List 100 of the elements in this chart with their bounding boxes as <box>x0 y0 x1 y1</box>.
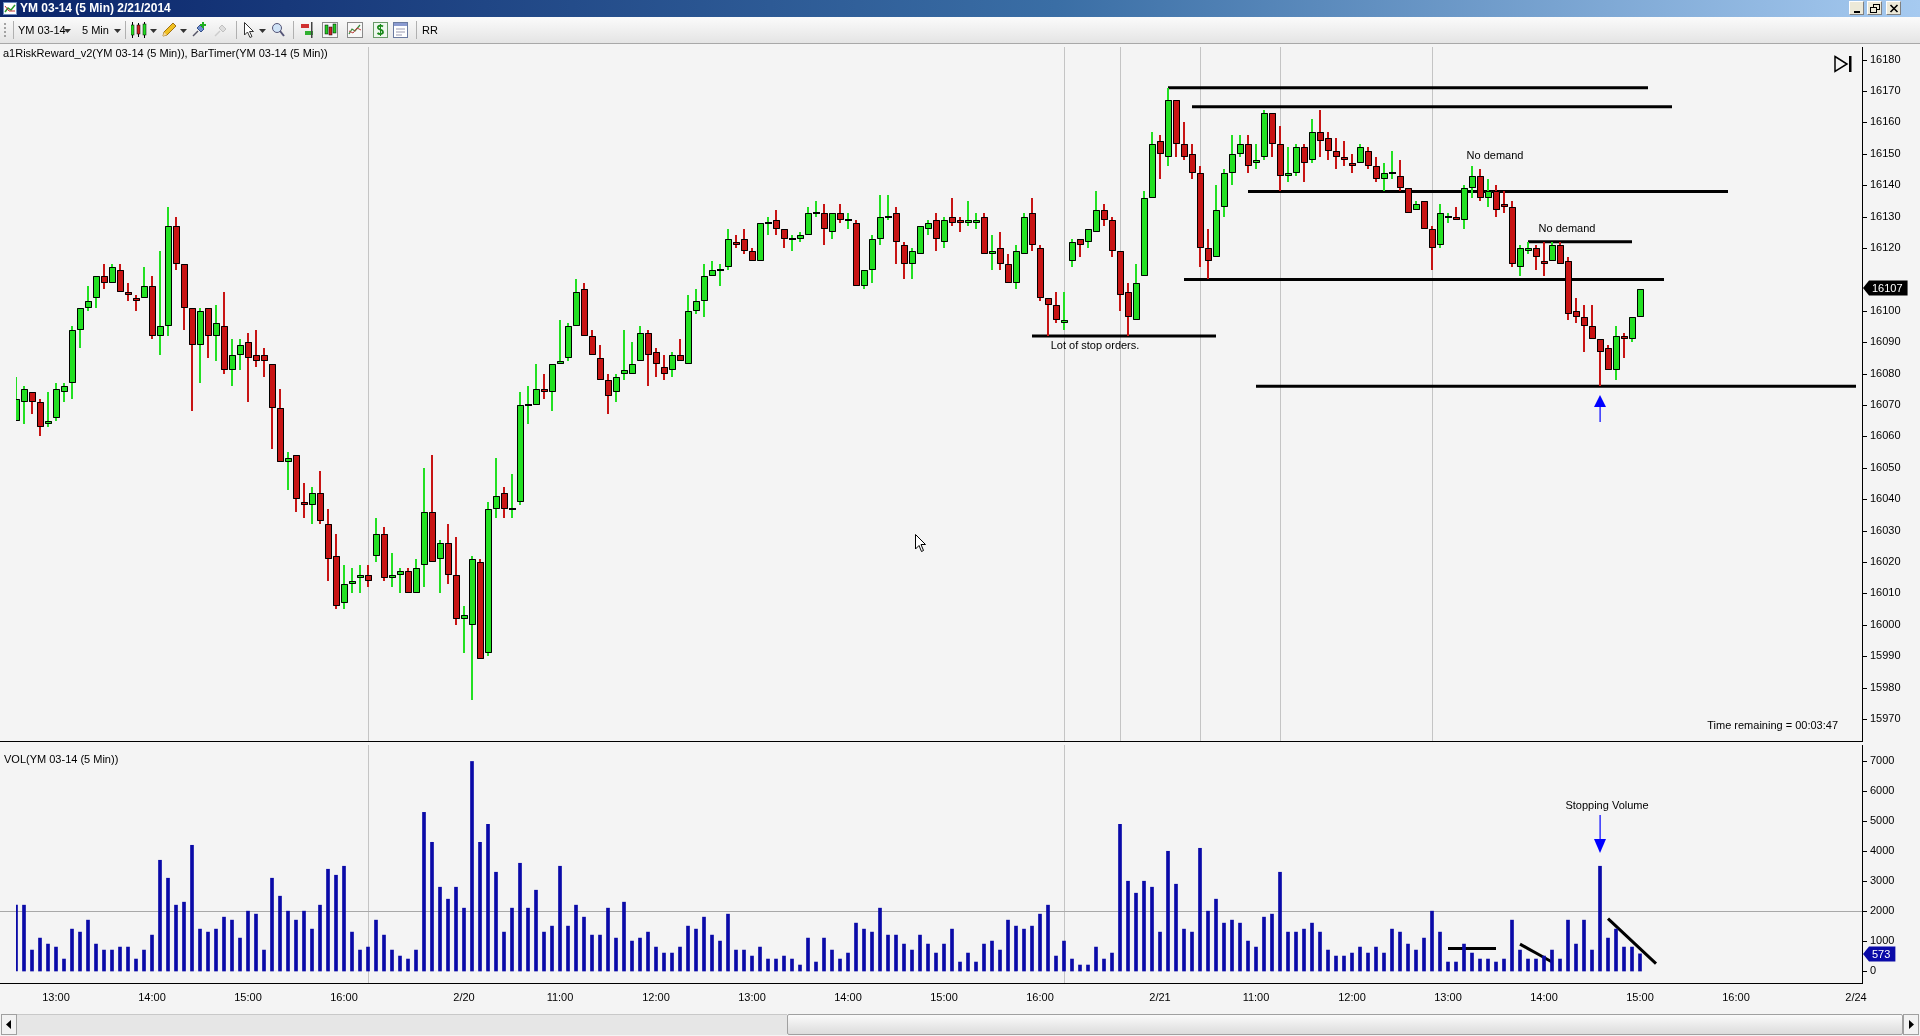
bar <box>126 946 130 972</box>
bar <box>1502 958 1506 972</box>
bar <box>1238 922 1242 972</box>
bar <box>726 913 730 972</box>
y-tick-label: 16070 <box>1870 398 1901 411</box>
bar <box>1286 931 1290 972</box>
bar <box>142 949 146 972</box>
y-tick-label: 16040 <box>1870 492 1901 505</box>
bar <box>606 907 610 972</box>
bar <box>574 904 578 972</box>
bar <box>182 901 186 972</box>
bar <box>1438 931 1442 972</box>
bar <box>30 949 34 972</box>
bar <box>342 865 346 972</box>
bar <box>398 955 402 972</box>
bar <box>798 964 802 972</box>
x-tick-label: 13:00 <box>1434 990 1462 1003</box>
bar <box>1110 952 1114 972</box>
bar <box>862 928 866 972</box>
bar <box>830 949 834 972</box>
bar <box>190 844 194 972</box>
y-tick-label: 0 <box>1870 964 1877 977</box>
bar <box>854 922 858 972</box>
bar <box>1158 931 1162 972</box>
bar <box>926 943 930 972</box>
tool-strip: YM 03-14 5 Min RR <box>0 17 1920 44</box>
bar <box>822 937 826 972</box>
bar <box>390 949 394 972</box>
bar <box>518 862 522 972</box>
y-tick-label: 16170 <box>1870 84 1901 96</box>
bar <box>1150 886 1154 972</box>
y-tick-label: 5000 <box>1870 814 1895 827</box>
bar <box>1222 922 1226 972</box>
bar <box>598 934 602 972</box>
bar <box>510 907 514 972</box>
bar <box>1558 958 1562 972</box>
bar <box>534 889 538 972</box>
bar <box>902 943 906 972</box>
bar <box>1142 880 1146 972</box>
bar <box>86 919 90 972</box>
bar <box>734 949 738 972</box>
bar <box>54 946 58 972</box>
y-tick-label: 16180 <box>1870 52 1901 65</box>
bar <box>1318 931 1322 972</box>
x-tick-label: 13:00 <box>42 990 70 1003</box>
bar <box>614 937 618 972</box>
bar <box>550 925 554 972</box>
y-tick-label: 4000 <box>1870 844 1895 857</box>
x-tick-label: 16:00 <box>1722 990 1750 1003</box>
bar <box>1446 961 1450 972</box>
bar <box>262 949 266 972</box>
bar <box>150 934 154 972</box>
bar <box>998 949 1002 972</box>
bar <box>1326 949 1330 972</box>
bar <box>1534 958 1538 972</box>
bar <box>438 886 442 972</box>
bar <box>638 937 642 972</box>
bar <box>1270 913 1274 972</box>
bar <box>1174 883 1178 972</box>
bar <box>1374 946 1378 972</box>
bar <box>1062 940 1066 972</box>
bar <box>990 940 994 972</box>
annotation: No demand <box>1538 222 1596 235</box>
bar <box>678 946 682 972</box>
bar <box>918 934 922 972</box>
bar <box>1014 925 1018 972</box>
bar <box>894 934 898 972</box>
x-tick-label: 13:00 <box>738 990 766 1003</box>
y-tick-label: 16160 <box>1870 115 1901 128</box>
bar <box>462 907 466 972</box>
bar <box>1350 952 1354 972</box>
bar <box>1390 928 1394 972</box>
bar <box>782 955 786 972</box>
bar <box>1086 964 1090 972</box>
bar <box>558 865 562 972</box>
bar <box>1054 955 1058 972</box>
bar <box>1598 865 1602 972</box>
bar <box>1214 898 1218 972</box>
bar <box>1462 943 1466 972</box>
bar <box>718 940 722 972</box>
bar <box>310 928 314 972</box>
bar <box>286 910 290 972</box>
bar <box>1302 928 1306 972</box>
y-tick-label: 2000 <box>1870 904 1895 917</box>
bar <box>710 934 714 972</box>
bar <box>1638 953 1642 972</box>
x-tick-label: 16:00 <box>330 990 358 1003</box>
x-tick-label: 15:00 <box>930 990 958 1003</box>
bar <box>1494 961 1498 972</box>
bar <box>238 937 242 972</box>
bar <box>1614 928 1618 972</box>
bar <box>974 961 978 972</box>
bar <box>982 943 986 972</box>
bar <box>478 841 482 972</box>
bar <box>78 931 82 972</box>
y-tick-label: 7000 <box>1870 754 1895 767</box>
bar <box>654 946 658 972</box>
bar <box>1398 931 1402 972</box>
y-tick-label: 16150 <box>1870 146 1901 159</box>
x-tick-label: 11:00 <box>1242 990 1270 1003</box>
